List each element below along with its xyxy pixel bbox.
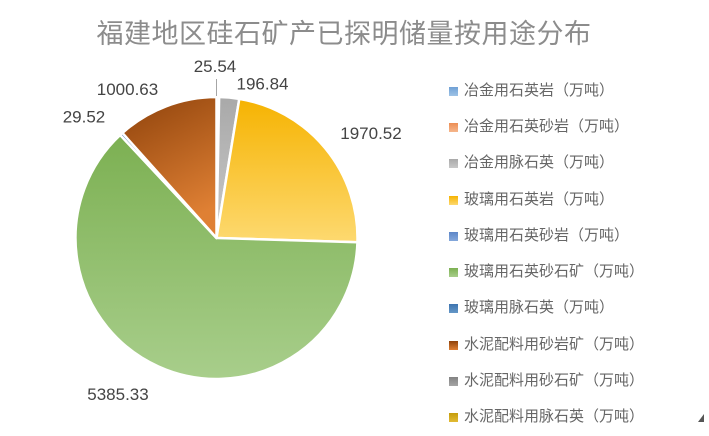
data-label-slice-6: 5385.33 bbox=[87, 385, 148, 404]
legend-label: 冶金用石英砂岩（万吨） bbox=[464, 118, 630, 135]
legend-label: 冶金用脉石英（万吨） bbox=[464, 155, 615, 172]
legend-label: 玻璃用脉石英（万吨） bbox=[464, 300, 615, 317]
legend-key-icon bbox=[449, 304, 458, 314]
legend-key-icon bbox=[449, 122, 458, 132]
legend-label: 水泥配料用砂岩矿（万吨） bbox=[464, 336, 645, 353]
cursor-artifact bbox=[698, 414, 704, 422]
data-label-slice-8: 1000.63 bbox=[97, 80, 158, 99]
legend-key-icon bbox=[449, 340, 458, 350]
legend-label: 冶金用石英岩（万吨） bbox=[464, 82, 615, 99]
legend-key-icon bbox=[449, 377, 458, 387]
legend-item-8[interactable]: 水泥配料用砂岩矿（万吨） bbox=[449, 327, 644, 363]
data-label-slice-3: 196.84 bbox=[237, 75, 289, 94]
legend-item-6[interactable]: 玻璃用石英砂石矿（万吨） bbox=[449, 254, 644, 290]
legend-item-3[interactable]: 冶金用脉石英（万吨） bbox=[449, 146, 644, 182]
legend-key-icon bbox=[449, 86, 458, 96]
pie-slice-6[interactable] bbox=[74, 133, 359, 381]
legend-key-icon bbox=[449, 159, 458, 169]
pie-slice-4[interactable] bbox=[215, 97, 359, 244]
data-label-slice-1: 25.54 bbox=[194, 57, 237, 76]
legend-item-9[interactable]: 水泥配料用砂石矿（万吨） bbox=[449, 363, 644, 399]
legend-key-icon bbox=[449, 195, 458, 205]
legend-key-icon bbox=[449, 268, 458, 278]
data-label-slice-4: 1970.52 bbox=[340, 124, 401, 143]
legend-label: 水泥配料用脉石英（万吨） bbox=[464, 409, 645, 426]
pie-slice-8[interactable] bbox=[121, 95, 218, 240]
legend-label: 玻璃用石英砂石矿（万吨） bbox=[464, 264, 645, 281]
legend-key-icon bbox=[449, 413, 458, 423]
legend-item-4[interactable]: 玻璃用石英岩（万吨） bbox=[449, 182, 644, 218]
legend-item-10[interactable]: 水泥配料用脉石英（万吨） bbox=[449, 400, 644, 436]
legend-label: 玻璃用石英砂岩（万吨） bbox=[464, 227, 630, 244]
legend-item-7[interactable]: 玻璃用脉石英（万吨） bbox=[449, 291, 644, 327]
legend-item-1[interactable]: 冶金用石英岩（万吨） bbox=[449, 73, 644, 109]
legend-key-icon bbox=[449, 231, 458, 241]
chart-title: 福建地区硅石矿产已探明储量按用途分布 bbox=[96, 19, 592, 49]
legend-item-2[interactable]: 冶金用石英砂岩（万吨） bbox=[449, 109, 644, 145]
legend: 冶金用石英岩（万吨） 冶金用石英砂岩（万吨） 冶金用脉石英（万吨） 玻璃用石英岩（万吨… bbox=[449, 73, 644, 436]
legend-label: 玻璃用石英岩（万吨） bbox=[464, 191, 615, 208]
legend-item-5[interactable]: 玻璃用石英砂岩（万吨） bbox=[449, 218, 644, 254]
legend-label: 水泥配料用砂石矿（万吨） bbox=[464, 373, 645, 390]
data-label-slice-7: 29.52 bbox=[63, 108, 106, 127]
